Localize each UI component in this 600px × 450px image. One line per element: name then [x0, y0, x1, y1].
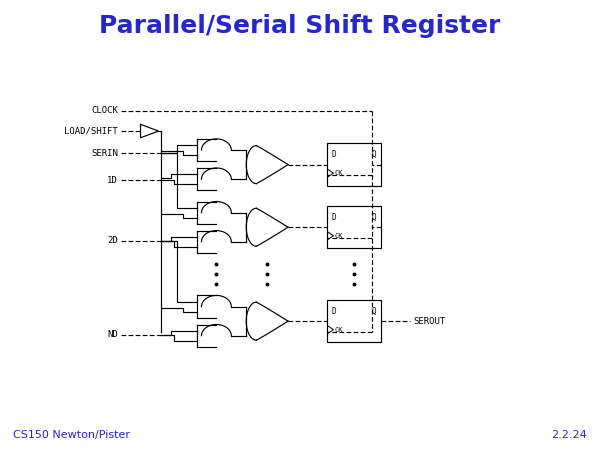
Text: CK: CK: [335, 327, 343, 333]
Text: LOAD/SHIFT: LOAD/SHIFT: [64, 126, 118, 135]
Text: Q: Q: [372, 213, 376, 222]
Text: CK: CK: [335, 233, 343, 239]
Bar: [327, 300, 380, 342]
Text: 2.2.24: 2.2.24: [551, 430, 587, 440]
Text: D: D: [331, 307, 335, 316]
Text: CK: CK: [335, 170, 343, 176]
Text: D: D: [331, 150, 335, 159]
Text: CS150 Newton/Pister: CS150 Newton/Pister: [13, 430, 130, 440]
Bar: [327, 206, 380, 248]
Text: 1D: 1D: [107, 176, 118, 185]
Text: CLOCK: CLOCK: [91, 107, 118, 116]
Bar: [327, 144, 380, 186]
Text: Parallel/Serial Shift Register: Parallel/Serial Shift Register: [100, 14, 500, 38]
Text: Q: Q: [372, 307, 376, 316]
Text: 2D: 2D: [107, 236, 118, 245]
Text: SERIN: SERIN: [91, 149, 118, 158]
Text: ND: ND: [107, 330, 118, 339]
Text: SEROUT: SEROUT: [413, 317, 446, 326]
Text: D: D: [331, 213, 335, 222]
Text: Q: Q: [372, 150, 376, 159]
